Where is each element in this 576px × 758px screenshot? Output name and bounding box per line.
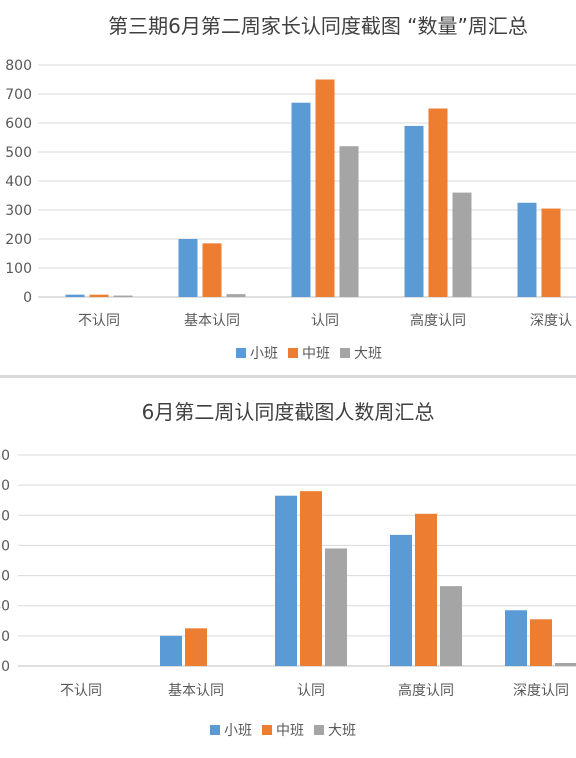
bar-小班-不认同 [65,294,85,297]
y-tick-label: 100 [0,508,10,524]
x-category-label: 高度认同 [398,682,454,699]
legend: 小班 中班 大班 [236,346,382,362]
legend-label: 中班 [302,346,330,362]
x-category-label: 认同 [297,683,325,699]
bar-中班-认同 [300,491,322,666]
y-tick-label: 0 [1,659,10,675]
chart-title: 第三期6月第二周家长认同度截图 “数量”周汇总 [108,14,528,38]
legend-swatch [210,725,220,735]
chart-panel-quantity: 第三期6月第二周家长认同度截图 “数量”周汇总 0 100 200 300 400 500… [0,0,576,375]
legend-label: 小班 [224,723,252,739]
y-tick-label: 100 [5,261,32,277]
bars [65,79,561,298]
bar-大班-认同 [339,146,359,297]
chart-panel-people: 6月第二周认同度截图人数周汇总 0 20 40 60 80 100 120 140 不认同 基本认… [0,378,576,758]
y-tick-label: 40 [0,599,10,615]
y-tick-label: 80 [0,538,10,554]
x-category-label: 深度认同 [513,683,569,699]
legend-swatch [288,348,298,358]
bar-中班-高度认同 [428,108,448,297]
bar-中班-基本认同 [185,628,207,666]
bar-大班-高度认同 [440,586,462,666]
legend-swatch [314,725,324,735]
bars [160,491,576,666]
bar-小班-高度认同 [404,125,424,298]
y-tick-label: 600 [5,116,32,132]
bar-中班-高度认同 [415,513,437,666]
bar-小班-认同 [275,495,297,666]
legend-label: 小班 [250,346,278,362]
y-tick-label: 140 [0,448,10,464]
bar-中班-认同 [315,79,335,297]
chart-title: 6月第二周认同度截图人数周汇总 [141,400,435,424]
bar-中班-基本认同 [202,243,222,297]
bar-中班-深度认 [541,208,561,297]
y-tick-label: 400 [5,174,32,190]
legend-label: 中班 [276,723,304,739]
bar-小班-高度认同 [390,534,412,666]
bar-大班-高度认同 [452,192,472,297]
x-category-label: 认同 [311,313,339,329]
bar-大班-认同 [325,548,347,666]
x-category-label: 不认同 [60,683,102,699]
legend-label: 大班 [354,346,382,362]
bar-小班-基本认同 [178,239,198,297]
bar-小班-深度认 [517,202,537,297]
legend-label: 大班 [328,723,356,739]
bar-中班-不认同 [89,294,109,297]
x-category-label: 高度认同 [410,312,466,329]
bar-中班-深度认同 [530,619,552,666]
y-tick-label: 200 [5,232,32,248]
x-category-label: 基本认同 [168,682,224,699]
y-tick-label: 20 [0,629,10,645]
bar-大班-深度认同 [555,662,576,666]
y-tick-label: 300 [5,203,32,219]
y-tick-label: 0 [23,290,32,306]
x-category-label: 深度认 [530,313,572,329]
y-tick-label: 60 [0,569,10,585]
bar-小班-基本认同 [160,635,182,666]
panel-divider [0,375,576,378]
y-tick-label: 120 [0,478,10,494]
bar-大班-不认同 [113,295,133,297]
y-axis: 0 20 40 60 80 100 120 140 [0,448,576,675]
bar-小班-深度认同 [505,610,527,666]
y-tick-label: 700 [5,87,32,103]
y-axis: 0 100 200 300 400 500 600 700 800 [5,58,576,306]
legend-swatch [340,348,350,358]
legend: 小班 中班 大班 [210,723,356,739]
legend-swatch [262,725,272,735]
y-tick-label: 500 [5,145,32,161]
y-tick-label: 800 [5,58,32,74]
x-category-label: 基本认同 [184,312,240,329]
bar-小班-认同 [291,102,311,297]
bar-chart-quantity: 0 100 200 300 400 500 600 700 800 不认同 基本认同 认同 高度认同 深度… [5,58,576,362]
legend-swatch [236,348,246,358]
bar-大班-基本认同 [226,294,246,297]
x-category-label: 不认同 [78,313,120,329]
